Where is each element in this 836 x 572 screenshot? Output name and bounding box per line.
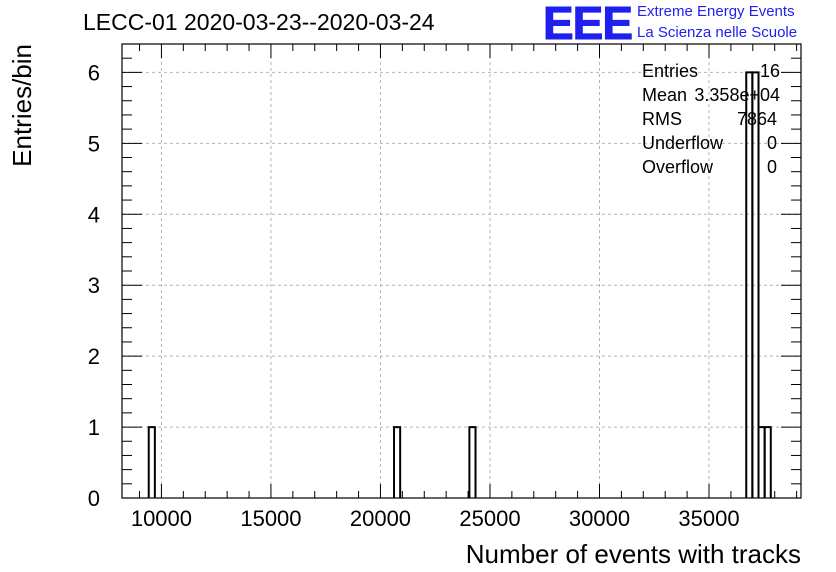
histogram-bin [763, 426, 772, 498]
stats-row-entries: Entries 16 [642, 60, 780, 84]
stats-label: Mean [642, 85, 688, 105]
stats-value: 7864 [736, 109, 777, 129]
y-tick-label: 4 [88, 202, 100, 227]
stats-box: Entries 16 Mean 3.358e+04 RMS 7864 Under… [642, 60, 780, 180]
stats-row-mean: Mean 3.358e+04 [642, 84, 780, 108]
logo-caption-line2: La Scienza nelle Scuole [637, 24, 798, 41]
stats-label: Underflow [642, 133, 724, 153]
x-tick-label: 30000 [569, 506, 630, 531]
grid [122, 44, 801, 498]
stats-value: 16 [759, 61, 780, 81]
x-tick-label: 20000 [350, 506, 411, 531]
axis-ticks [122, 44, 801, 499]
x-tick-label: 10000 [131, 506, 192, 531]
y-tick-label: 2 [88, 344, 100, 369]
stats-label: RMS [642, 109, 682, 129]
stats-row-rms: RMS 7864 [642, 108, 780, 132]
y-tick-label: 3 [88, 273, 100, 298]
histogram-bin [468, 426, 477, 498]
y-axis-label: Entries/bin [7, 44, 37, 167]
stats-label: Overflow [642, 157, 714, 177]
stats-value: 0 [766, 157, 777, 177]
eee-logo-icon: EEE [542, 0, 633, 49]
tick-labels: 10000 15000 20000 25000 30000 35000 0 1 2 3 4 5 6 [88, 60, 740, 531]
x-tick-label: 35000 [678, 506, 739, 531]
histogram-bin [751, 71, 760, 498]
histogram-bin [147, 426, 156, 498]
logo-caption-line1: Extreme Energy Events [637, 3, 795, 20]
y-tick-label: 5 [88, 131, 100, 156]
histogram-bars [147, 71, 772, 498]
stats-row-underflow: Underflow 0 [642, 132, 780, 156]
y-tick-label: 0 [88, 486, 100, 511]
stats-value: 3.358e+04 [694, 85, 780, 105]
stats-value: 0 [766, 133, 777, 153]
stats-label: Entries [642, 61, 699, 81]
stats-row-overflow: Overflow 0 [642, 156, 780, 180]
y-tick-label: 1 [88, 415, 100, 440]
page-title: LECC-01 2020-03-23--2020-03-24 [83, 9, 435, 35]
x-axis-label: Number of events with tracks [466, 539, 801, 569]
x-tick-label: 25000 [459, 506, 520, 531]
histogram-bin [393, 426, 402, 498]
x-tick-label: 15000 [240, 506, 301, 531]
y-tick-label: 6 [88, 60, 100, 85]
